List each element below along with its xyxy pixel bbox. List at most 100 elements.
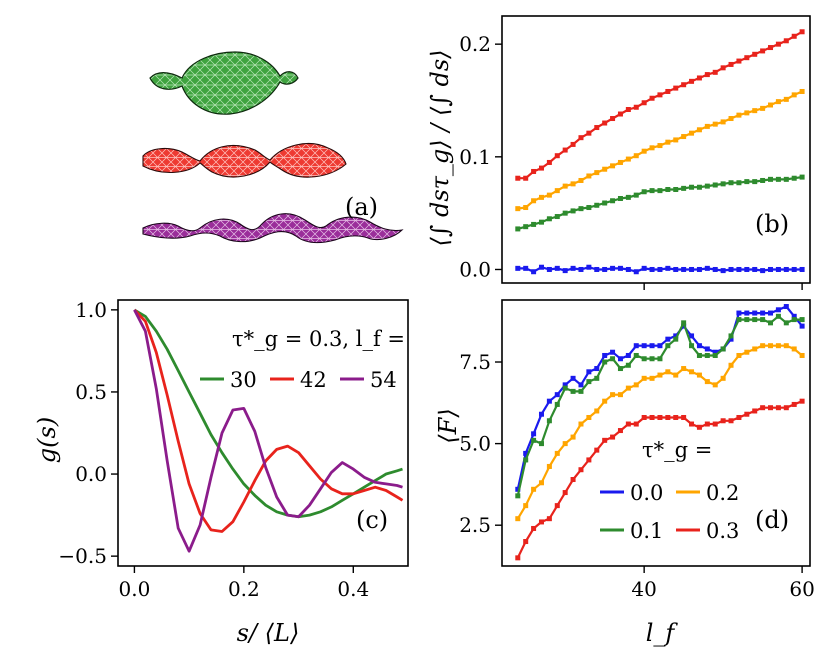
panel-b-series-2-point-9 xyxy=(586,173,592,179)
panel-d-frame xyxy=(501,299,811,567)
panel-c-xtick-label-1: 0.2 xyxy=(228,577,260,601)
panel-d-series-1-point-4 xyxy=(546,418,552,424)
panel-d-series-2-point-25 xyxy=(712,382,718,388)
panel-d-series-2-point-17 xyxy=(649,375,655,381)
panel-d-series-3-point-28 xyxy=(736,414,742,420)
panel-d-series-3-point-0 xyxy=(515,555,521,561)
panel-d-series-0-point-8 xyxy=(578,382,584,388)
panel-d-series-0-point-12 xyxy=(610,349,616,355)
panel-d-series-1-point-36 xyxy=(799,317,805,323)
panel-b-series-0-point-8 xyxy=(578,266,584,272)
panel-d-series-2-point-11 xyxy=(602,398,608,404)
panel-b-series-1-point-9 xyxy=(586,205,592,211)
panel-b-series-3-point-3 xyxy=(538,165,544,171)
panel-d-series-1-point-11 xyxy=(602,359,608,365)
panel-b-ytick-label-1: 0.1 xyxy=(459,145,491,169)
panel-b-series-2-point-32 xyxy=(768,102,774,108)
panel-b-series-1-point-18 xyxy=(657,188,663,194)
panel-c-legend-title: τ*_g = 0.3, l_f = xyxy=(232,327,405,351)
panel-b-series-2-point-13 xyxy=(617,159,623,165)
panel-d-series-2-point-6 xyxy=(562,441,568,447)
panel-b-series-2-point-26 xyxy=(720,119,726,125)
legend-d-label-00: 0.0 xyxy=(630,481,663,505)
panel-b-series-0-point-12 xyxy=(610,265,616,271)
filament-purple xyxy=(142,213,404,244)
panel-b-series-0-point-29 xyxy=(744,266,750,272)
panel-d-series-0-point-4 xyxy=(546,398,552,404)
panel-b-series-1-point-15 xyxy=(633,192,639,198)
panel-d-legend-title: τ*_g = xyxy=(642,438,712,462)
panel-b-series-2-point-2 xyxy=(531,198,537,204)
panel-d-series-0-point-18 xyxy=(657,343,663,349)
panel-d-series-1-point-0 xyxy=(515,493,521,499)
panel-b-series-3-point-35 xyxy=(791,33,797,39)
panel-b-series-0-point-24 xyxy=(704,265,710,271)
panel-b-series-0-point-13 xyxy=(617,265,623,271)
panel-d-series-3-point-3 xyxy=(538,519,544,525)
panel-d-series-0-point-9 xyxy=(586,369,592,375)
panel-d-series-1-point-25 xyxy=(712,352,718,358)
panel-b-series-0-point-17 xyxy=(649,266,655,272)
panel-b-series-3-point-27 xyxy=(728,61,734,67)
panel-b-series-2-point-19 xyxy=(665,139,671,145)
panel-b-series-3-point-17 xyxy=(649,95,655,101)
panel-b-series-0-point-16 xyxy=(641,265,647,271)
panel-b-series-0-point-14 xyxy=(625,266,631,272)
panel-d-series-3-point-32 xyxy=(768,405,774,411)
panel-d-series-1-point-19 xyxy=(665,343,671,349)
panel-d-series-2-point-33 xyxy=(775,343,781,349)
panel-b-series-2-point-27 xyxy=(728,116,734,122)
panel-b-series-2-point-30 xyxy=(752,108,758,114)
panel-b-series-3-point-15 xyxy=(633,104,639,110)
panel-b-series-2-point-15 xyxy=(633,153,639,159)
panel-d-series-0-point-1 xyxy=(523,450,529,456)
panel-d-series-3-point-22 xyxy=(689,421,695,427)
panel-c-ylabel: g(s) xyxy=(33,417,61,463)
panel-b-series-1-point-7 xyxy=(570,208,576,214)
panel-b-series-2-point-24 xyxy=(704,123,710,129)
panel-d-series-3-point-24 xyxy=(704,421,710,427)
panel-d-series-2-point-23 xyxy=(696,372,702,378)
panel-d-series-1-point-21 xyxy=(681,320,687,326)
panel-b-series-3-point-12 xyxy=(610,116,616,122)
panel-b-series-0-point-11 xyxy=(602,266,608,272)
panel-d-series-1-point-18 xyxy=(657,356,663,362)
panel-b-series-1-point-3 xyxy=(538,219,544,225)
panel-d-series-0-point-13 xyxy=(617,356,623,362)
panel-b-series-1-point-0 xyxy=(515,226,521,232)
panel-d-series-1-point-16 xyxy=(641,356,647,362)
panel-b-series-0-point-1 xyxy=(523,265,529,271)
panel-c-frame xyxy=(117,299,409,567)
panel-d-series-3-point-33 xyxy=(775,405,781,411)
panel-b-series-2-point-12 xyxy=(610,163,616,169)
panel-b-series-0-point-4 xyxy=(546,266,552,272)
panel-b-ytick-label-2: 0.2 xyxy=(459,32,491,56)
panel-d-series-1-point-9 xyxy=(586,379,592,385)
panel-d-series-1-point-26 xyxy=(720,346,726,352)
panel-b-series-0-point-10 xyxy=(594,266,600,272)
panel-c-xlabel: s/ ⟨L⟩ xyxy=(237,619,300,647)
panel-b-series-1-point-20 xyxy=(673,186,679,192)
panel-d-series-1-point-5 xyxy=(554,401,560,407)
panel-d-series-1-point-10 xyxy=(594,375,600,381)
panel-b-series-2-point-10 xyxy=(594,170,600,176)
panel-d-series-2-point-10 xyxy=(594,408,600,414)
panel-d-series-2-point-2 xyxy=(531,486,537,492)
panel-d-series-1-point-7 xyxy=(570,388,576,394)
panel-d-series-3-point-2 xyxy=(531,525,537,531)
panel-b-series-3-point-22 xyxy=(689,78,695,84)
panel-d-series-2-point-0 xyxy=(515,516,521,522)
panel-d-series-3-point-34 xyxy=(783,405,789,411)
panel-b-series-2-point-14 xyxy=(625,156,631,162)
panel-d-series-3-point-10 xyxy=(594,447,600,453)
panel-c-series-2-line xyxy=(133,309,403,553)
panel-b-series-3-line xyxy=(517,30,803,180)
panel-d-ytick-label-1: 5.0 xyxy=(459,432,491,456)
panel-b-series-0-point-20 xyxy=(673,266,679,272)
panel-d-series-2-point-27 xyxy=(728,362,734,368)
panel-b-series-1-point-28 xyxy=(736,180,742,186)
panel-b-series-2-point-5 xyxy=(554,188,560,194)
panel-d-series-0-point-14 xyxy=(625,352,631,358)
panel-b-series-0-point-6 xyxy=(562,268,568,274)
panel-d-series-3-point-31 xyxy=(760,405,766,411)
